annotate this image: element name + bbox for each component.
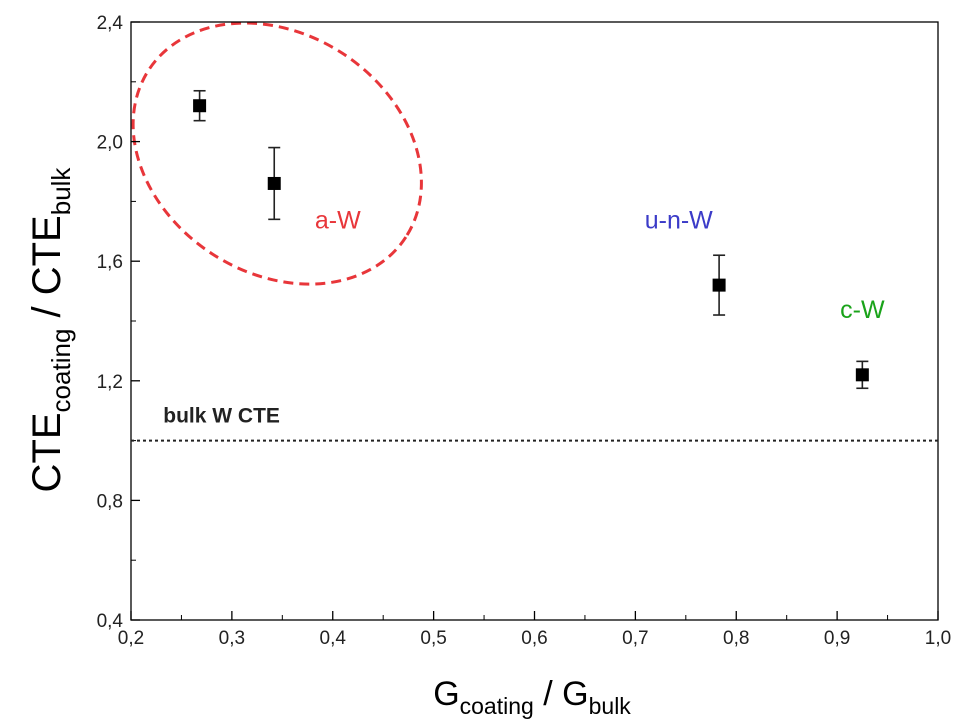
y-title-sub1: coating	[46, 329, 76, 413]
annotation-label: c-W	[840, 296, 885, 324]
y-axis-title: CTEcoating / CTEbulk	[25, 167, 76, 493]
plot-frame	[130, 21, 939, 621]
y-title-mid: / CTE	[25, 215, 69, 328]
x-title-mid: / G	[534, 675, 589, 713]
data-point	[712, 278, 726, 292]
x-tick-label: 0,7	[622, 628, 648, 649]
x-axis: 0,2 0,3 0,4 0,5 0,6 0,7 0,8 0,9 1,0	[118, 611, 951, 649]
x-axis-title: Gcoating / Gbulk	[433, 675, 631, 719]
y-axis: 0,4 0,8 1,2 1,6 2,0 2,4	[97, 13, 140, 632]
x-tick-label: 0,8	[723, 628, 749, 649]
y-tick-label: 2,4	[97, 13, 124, 34]
data-point	[855, 368, 869, 382]
reference-line-layer: bulk W CTE	[131, 405, 938, 442]
x-title-sub2: bulk	[589, 693, 632, 719]
x-tick-label: 0,5	[420, 628, 446, 649]
y-tick-label: 2,0	[97, 133, 123, 154]
y-title-main: CTE	[25, 412, 69, 492]
x-tick-label: 0,2	[118, 628, 144, 649]
ellipse-layer	[131, 21, 423, 286]
y-tick-label: 1,6	[97, 252, 123, 273]
y-tick-label: 1,2	[97, 372, 123, 393]
annotation-label: u-n-W	[645, 206, 713, 234]
x-tick-label: 1,0	[925, 628, 951, 649]
bulk-w-cte-label: bulk W CTE	[163, 405, 280, 428]
annotation-layer: a-W u-n-W c-W	[315, 206, 885, 324]
y-tick-label: 0,8	[97, 491, 123, 512]
data-point	[267, 176, 281, 190]
data-point	[193, 99, 207, 113]
annotation-label: a-W	[315, 206, 361, 234]
x-tick-label: 0,4	[320, 628, 347, 649]
a-w-highlight-ellipse	[131, 21, 423, 286]
x-title-sub1: coating	[460, 693, 534, 719]
x-title-main: G	[433, 675, 459, 713]
x-tick-label: 0,9	[824, 628, 850, 649]
x-tick-label: 0,3	[219, 628, 245, 649]
y-tick-label: 0,4	[97, 611, 124, 632]
y-title-sub2: bulk	[46, 167, 76, 216]
x-tick-label: 0,6	[521, 628, 547, 649]
series-layer	[193, 89, 869, 390]
